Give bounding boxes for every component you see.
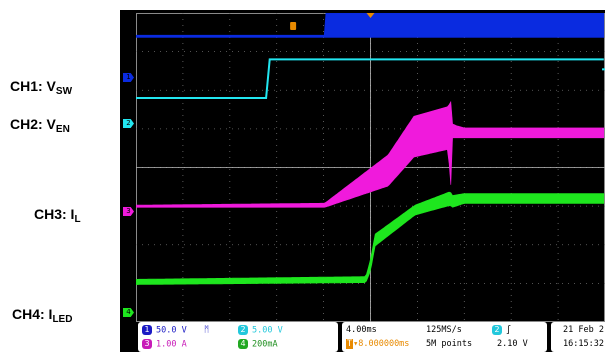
trigger-t-icon: T <box>346 339 354 349</box>
status-bar: 1 50.0 V ᛗ 2 5.00 V 3 1.00 A 4 200mA 4.00ms … <box>138 322 605 352</box>
trigger-channel-badge: 2 <box>492 325 502 335</box>
trace-ch4-envelope <box>136 191 605 285</box>
ch4-badge: 4 <box>238 339 248 349</box>
trace-ch4 <box>136 191 605 285</box>
ch2-scale: 5.00 V <box>252 325 283 336</box>
timebase-value: 4.00ms <box>346 325 377 335</box>
plot-traces <box>136 13 605 285</box>
ch4-label-sub: LED <box>52 314 73 325</box>
ch1-label: CH1: VSW <box>10 78 73 97</box>
trigger-t-marker <box>290 22 297 30</box>
ch1-label-sub: SW <box>55 86 73 97</box>
ch2-badge: 2 <box>238 325 248 335</box>
ch1-label-main: CH1: V <box>10 78 56 94</box>
ch4-scale: 200mA <box>252 339 278 350</box>
ch3-scale: 1.00 A <box>156 339 187 350</box>
trigger-position: T▾8.000000ms <box>346 339 410 349</box>
trace-ch1-envelope <box>136 13 605 38</box>
trigger-level: 2.10 V <box>497 339 528 349</box>
ch3-label-sub: L <box>74 214 81 225</box>
ch1-level-marker[interactable]: 1 <box>123 73 134 82</box>
ch4-label: CH4: ILED <box>12 306 73 325</box>
ch1-scale: 50.0 V <box>156 325 187 336</box>
ch2-level-marker[interactable]: 2 <box>123 119 134 128</box>
oscilloscope-screen: 1 2 3 4 1 50.0 V ᛗ 2 5.00 V 3 1.00 A 4 200mA… <box>120 10 605 352</box>
ch4-level-marker[interactable]: 4 <box>123 308 134 317</box>
ch1-badge: 1 <box>142 325 152 335</box>
waveform-plot <box>136 13 605 322</box>
ch2-label: CH2: VEN <box>10 116 70 135</box>
time-readout: 16:15:32 <box>563 339 604 349</box>
datetime-panel: 21 Feb 2 16:15:32 <box>551 322 605 352</box>
timebase-panel: 4.00ms T▾8.000000ms 125MS/s 5M points 2 ∫… <box>342 322 547 352</box>
trace-ch1 <box>136 13 605 38</box>
ch3-badge: 3 <box>142 339 152 349</box>
ch2-label-sub: EN <box>55 124 70 135</box>
trigger-time-marker <box>366 13 375 18</box>
trace-ch2-line <box>136 58 604 99</box>
channel-scale-panel: 1 50.0 V ᛗ 2 5.00 V 3 1.00 A 4 200mA <box>138 322 338 352</box>
date-readout: 21 Feb 2 <box>563 325 604 335</box>
trace-ch2 <box>136 58 604 99</box>
ch3-label-main: CH3: I <box>34 206 75 222</box>
trace-ch3-envelope <box>136 100 605 208</box>
ch3-label: CH3: IL <box>34 206 81 225</box>
ch3-level-marker[interactable]: 3 <box>123 207 134 216</box>
bandwidth-limit-icon: ᛗ <box>204 325 210 335</box>
ch2-label-main: CH2: V <box>10 116 56 132</box>
trigger-slope-icon: ∫ <box>506 325 512 336</box>
ch4-label-main: CH4: I <box>12 306 53 322</box>
trace-ch3 <box>136 100 605 208</box>
record-length: 5M points <box>426 339 473 349</box>
sample-rate: 125MS/s <box>426 325 462 335</box>
